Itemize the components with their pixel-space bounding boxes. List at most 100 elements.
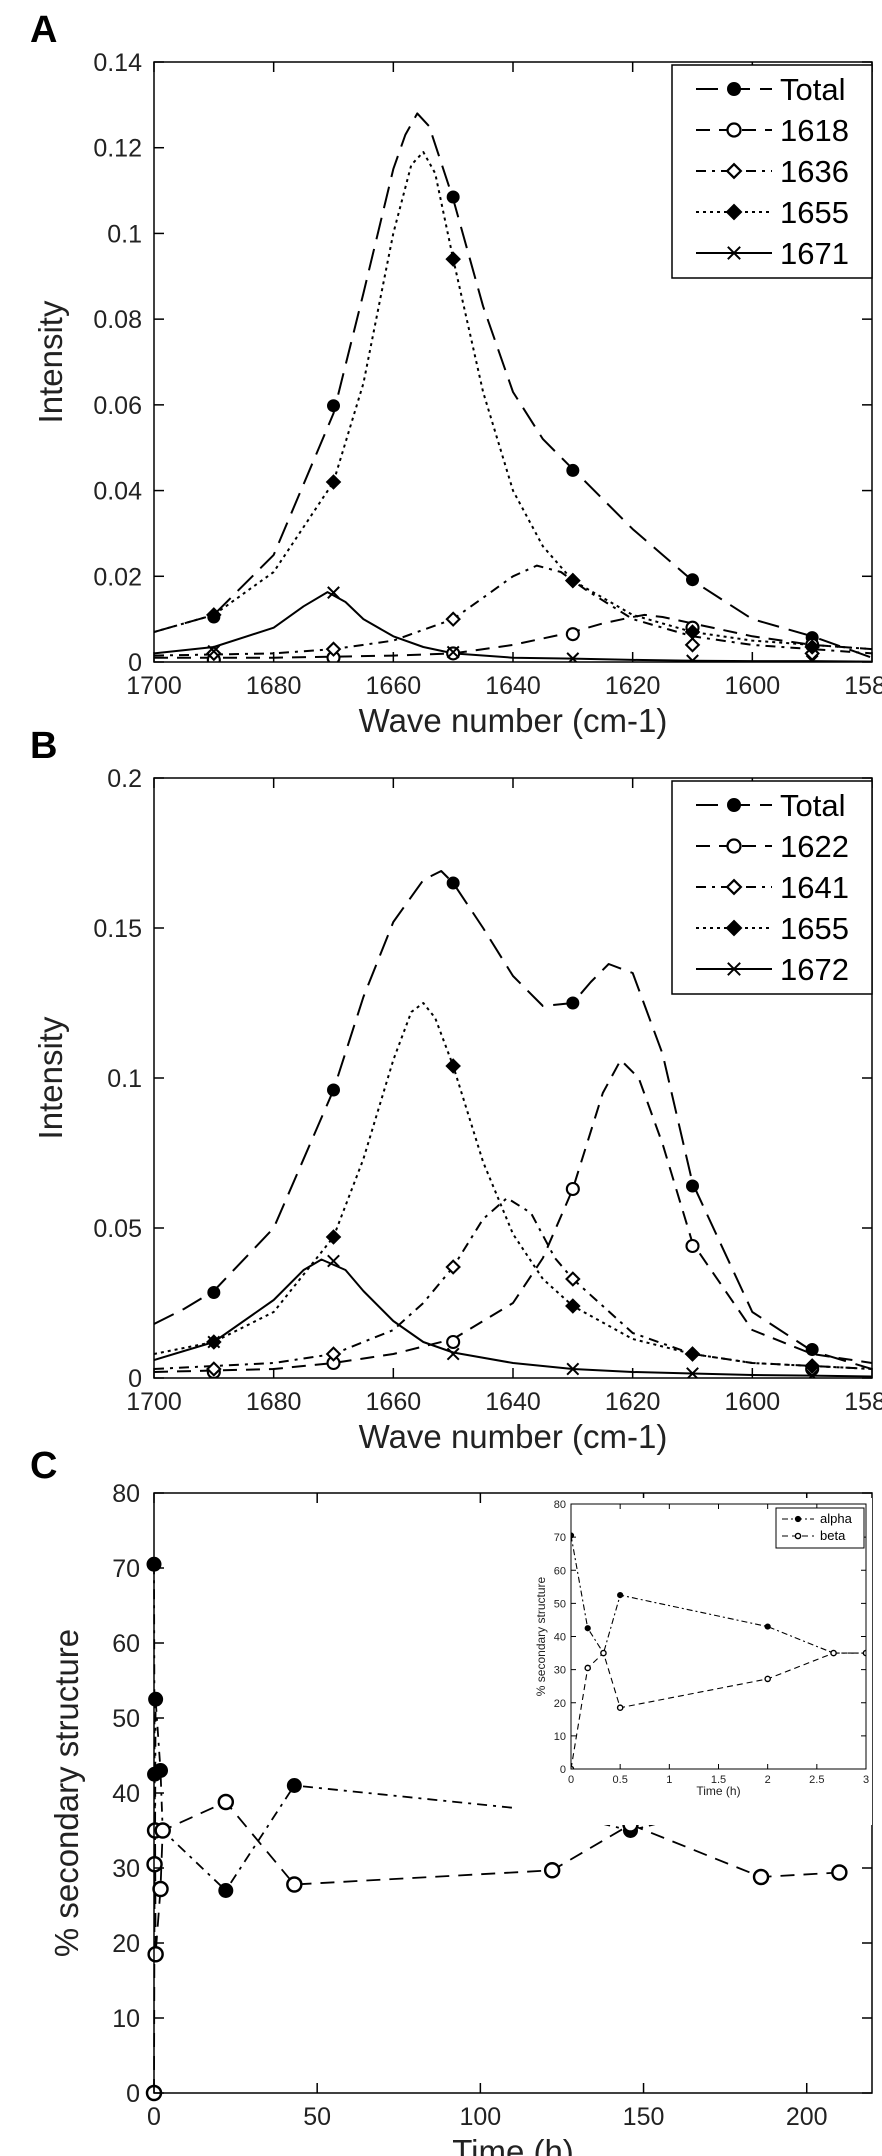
chart-a-legend-1671-label: 1671 (780, 236, 849, 271)
chart-b-series-total-point (207, 1286, 221, 1299)
chart-c-inset-x-axis-label: Time (h) (696, 1784, 740, 1798)
chart-a-y-tick-label: 0.06 (93, 392, 142, 420)
chart-c-series-beta-line (153, 1801, 840, 2094)
chart-a-series-1636-point (206, 645, 222, 662)
chart-c-inset-series-beta-point (862, 1649, 866, 1657)
chart-b-series-1641-line (154, 1197, 872, 1370)
chart-a-series-1671-line (154, 591, 872, 662)
chart-c-series-alpha-point (218, 1883, 234, 1898)
chart-c-inset-series-beta-point (584, 1664, 592, 1672)
chart-c-inset-x-tick-label: 2.5 (809, 1774, 824, 1786)
chart-c-y-tick-label: 20 (112, 1930, 140, 1958)
chart-c-series-beta-point (152, 1880, 169, 1898)
chart-b-series-1641-point (445, 1259, 461, 1275)
chart-a-series-1671-point (805, 654, 819, 662)
panel-label-a: A (30, 9, 57, 51)
chart-a-y-tick-label: 0.14 (93, 49, 142, 77)
chart-b-series-1622-point (685, 1238, 700, 1254)
chart-a-series-1655-point (445, 251, 461, 267)
chart-a-legend-total-label: Total (780, 72, 845, 107)
chart-b-legend-1622-marker (726, 838, 742, 854)
chart-c-series-beta-point (752, 1868, 770, 1886)
chart-a-legend-total-marker (727, 82, 741, 96)
chart-c-inset-legend (775, 1507, 865, 1549)
chart-b-y-tick-label: 0.15 (93, 915, 142, 943)
chart-a-legend-1618-label: 1618 (780, 113, 849, 148)
chart-a-y-tick-label: 0.12 (93, 135, 142, 163)
chart-b-series-1655-point (565, 1298, 581, 1314)
chart-a-series-1655-point (684, 624, 701, 640)
chart-c-series-beta-point (831, 1864, 848, 1881)
chart-a-y-tick-label: 0 (128, 649, 142, 677)
chart-c-inset-legend-alpha-marker (794, 1515, 802, 1523)
chart-b-series-total-line (154, 870, 872, 1370)
chart-b-x-tick-label: 1620 (605, 1388, 661, 1416)
chart-b-series-1655-point (445, 1058, 461, 1074)
chart-c-series-beta-point (154, 1822, 171, 1839)
chart-c-inset-x-tick-label: 0 (568, 1774, 574, 1786)
chart-b-y-tick-label: 0.1 (107, 1065, 142, 1093)
chart-a-series-total-line (154, 112, 872, 659)
chart-c-inset-series-beta-point (830, 1649, 837, 1657)
chart-b-series-1655-line (154, 1002, 872, 1370)
chart-a-series-total-point (566, 463, 580, 477)
chart-c-inset-legend-alpha-label: alpha (820, 1511, 853, 1526)
chart-c-x-tick-label: 150 (623, 2103, 665, 2131)
chart-b-legend-1622-label: 1622 (780, 829, 849, 864)
chart-a-y-tick-label: 0.04 (93, 478, 142, 506)
chart-a-legend-1655-label: 1655 (780, 195, 849, 230)
chart-c-inset-y-tick-label: 50 (554, 1598, 566, 1610)
chart-c-series-alpha-point (286, 1778, 302, 1793)
chart-b-x-axis-label: Wave number (cm-1) (359, 1418, 668, 1455)
chart-c-inset-x-tick-label: 1 (666, 1774, 672, 1786)
chart-a-x-tick-label: 1620 (605, 672, 661, 700)
chart-a-plot-area (154, 112, 872, 662)
chart-a-series-1636-point (325, 641, 342, 657)
chart-c-inset-x-tick-label: 0.5 (613, 1774, 628, 1786)
chart-a-x-tick-label: 1640 (485, 672, 541, 700)
chart-a-series-1671-point (207, 644, 221, 658)
chart-a-x-tick-label: 1600 (725, 672, 781, 700)
chart-b-series-1641-point (325, 1346, 342, 1362)
chart-a-x-tick-label: 1680 (246, 672, 302, 700)
chart-b-y-tick-label: 0.2 (107, 765, 142, 793)
chart-a-series-1655-point (206, 607, 222, 623)
chart-b-x-tick-label: 1640 (485, 1388, 541, 1416)
chart-c-y-tick-label: 40 (112, 1780, 140, 1808)
chart-b-legend-1655-marker (725, 919, 743, 937)
chart-b-series-1655-point (325, 1229, 342, 1245)
chart-a-y-tick-label: 0.1 (107, 220, 142, 248)
chart-c-series-alpha-point (153, 1763, 169, 1778)
chart-b-plot-area (154, 870, 872, 1378)
chart-b-series-total-point (686, 1179, 699, 1193)
chart-a-series-1636-point (445, 611, 461, 627)
chart-c-inset-y-tick-label: 70 (554, 1532, 566, 1544)
chart-a-series-1671-point (566, 652, 580, 662)
chart-b-legend-total-marker (727, 798, 741, 812)
chart-c-y-axis-label: % secondary structure (48, 1629, 85, 1957)
chart-a-series-1671-point (446, 645, 460, 659)
chart-c-x-axis-label: Time (h) (452, 2133, 574, 2156)
chart-b-series-total-point (446, 876, 460, 890)
chart-b-legend-1672-marker (727, 962, 741, 976)
chart-c-inset-y-tick-label: 20 (554, 1698, 566, 1710)
chart-a-legend-1655-marker (725, 203, 743, 221)
chart-c-inset-series-alpha-point (617, 1591, 624, 1599)
chart-b-series-1641-point (565, 1271, 581, 1287)
chart-b-legend-1655-label: 1655 (780, 911, 849, 946)
chart-a-y-axis-label: Intensity (32, 300, 69, 423)
chart-a-y-tick-label: 0.02 (93, 563, 142, 591)
chart-a-y-tick-label: 0.08 (93, 306, 142, 334)
panel-label-b: B (30, 725, 57, 767)
chart-b-series-1655-point (804, 1358, 820, 1374)
chart-c-inset-legend-beta-marker (794, 1532, 802, 1540)
chart-b-legend-1672-label: 1672 (780, 952, 849, 987)
chart-c-inset-y-axis-label: % secondary structure (534, 1576, 548, 1696)
chart-b-series-1672-point (446, 1347, 460, 1361)
chart-a-series-1655-point (325, 474, 342, 490)
chart-a-legend-1636-marker (725, 162, 743, 180)
